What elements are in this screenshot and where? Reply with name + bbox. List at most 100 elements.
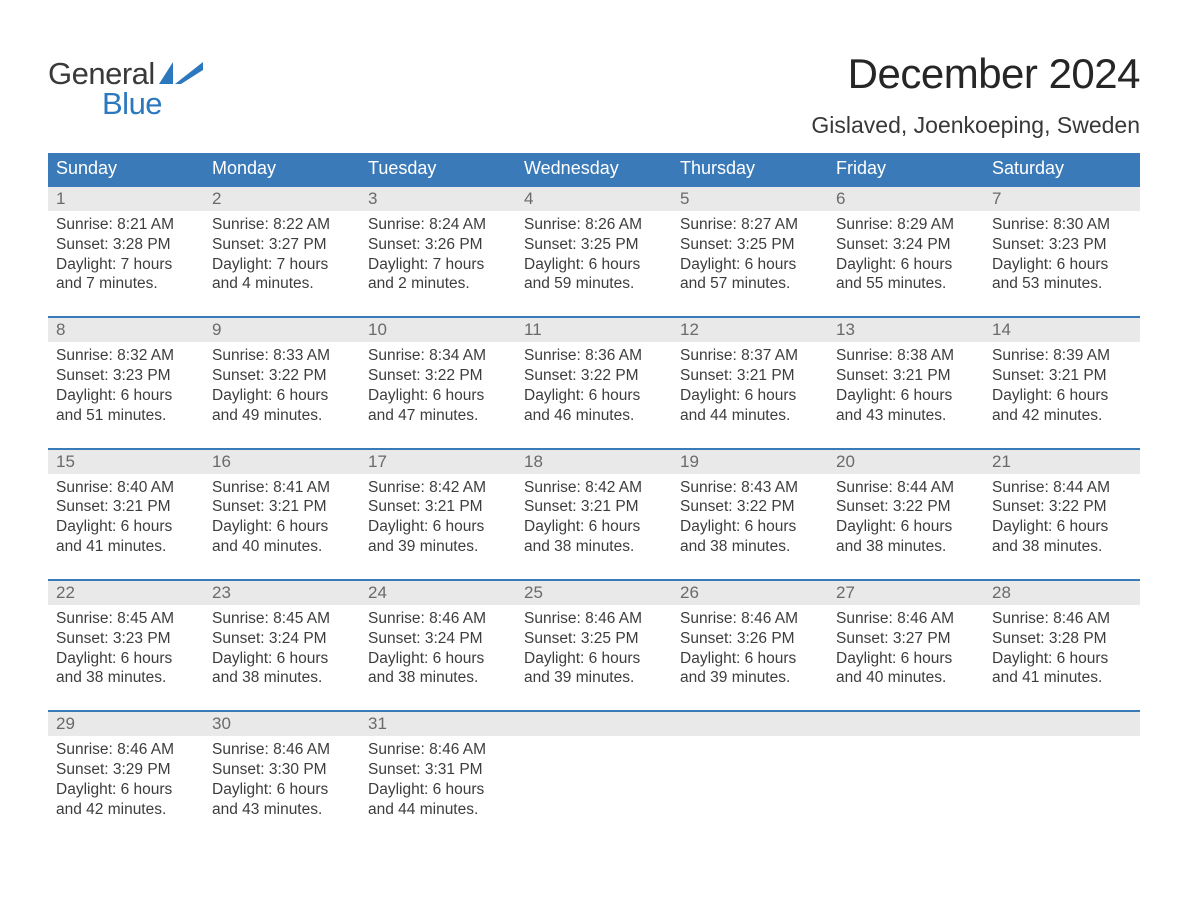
day-sunset: Sunset: 3:22 PM — [368, 366, 508, 386]
day-dl1: Daylight: 6 hours — [992, 649, 1132, 669]
day-cell: Sunrise: 8:30 AMSunset: 3:23 PMDaylight:… — [984, 211, 1140, 296]
day-sunset: Sunset: 3:21 PM — [368, 497, 508, 517]
day-dl2: and 39 minutes. — [368, 537, 508, 557]
day-sunset: Sunset: 3:23 PM — [56, 366, 196, 386]
day-sunset: Sunset: 3:25 PM — [524, 629, 664, 649]
day-dl2: and 46 minutes. — [524, 406, 664, 426]
day-dl1: Daylight: 6 hours — [680, 386, 820, 406]
day-dl2: and 44 minutes. — [368, 800, 508, 820]
day-header: Thursday — [672, 153, 828, 185]
day-sunrise: Sunrise: 8:46 AM — [212, 740, 352, 760]
day-cell: Sunrise: 8:45 AMSunset: 3:23 PMDaylight:… — [48, 605, 204, 690]
day-sunrise: Sunrise: 8:46 AM — [524, 609, 664, 629]
day-cell: Sunrise: 8:27 AMSunset: 3:25 PMDaylight:… — [672, 211, 828, 296]
day-sunrise: Sunrise: 8:26 AM — [524, 215, 664, 235]
daynum-row: 891011121314 — [48, 318, 1140, 342]
day-cell: Sunrise: 8:32 AMSunset: 3:23 PMDaylight:… — [48, 342, 204, 427]
day-dl2: and 38 minutes. — [368, 668, 508, 688]
day-header: Wednesday — [516, 153, 672, 185]
day-cell: Sunrise: 8:46 AMSunset: 3:31 PMDaylight:… — [360, 736, 516, 821]
week-block: 1234567Sunrise: 8:21 AMSunset: 3:28 PMDa… — [48, 185, 1140, 296]
day-header: Saturday — [984, 153, 1140, 185]
day-cell: Sunrise: 8:34 AMSunset: 3:22 PMDaylight:… — [360, 342, 516, 427]
day-header: Tuesday — [360, 153, 516, 185]
day-sunrise: Sunrise: 8:39 AM — [992, 346, 1132, 366]
day-sunrise: Sunrise: 8:46 AM — [992, 609, 1132, 629]
day-sunrise: Sunrise: 8:42 AM — [368, 478, 508, 498]
day-sunrise: Sunrise: 8:43 AM — [680, 478, 820, 498]
day-dl1: Daylight: 6 hours — [212, 517, 352, 537]
day-dl1: Daylight: 6 hours — [212, 649, 352, 669]
day-dl1: Daylight: 6 hours — [992, 517, 1132, 537]
weeks-container: 1234567Sunrise: 8:21 AMSunset: 3:28 PMDa… — [48, 185, 1140, 822]
calendar: Sunday Monday Tuesday Wednesday Thursday… — [48, 153, 1140, 822]
day-cell: Sunrise: 8:42 AMSunset: 3:21 PMDaylight:… — [516, 474, 672, 559]
day-dl1: Daylight: 6 hours — [368, 780, 508, 800]
day-dl1: Daylight: 6 hours — [368, 649, 508, 669]
title-location: Gislaved, Joenkoeping, Sweden — [811, 112, 1140, 139]
day-dl2: and 49 minutes. — [212, 406, 352, 426]
week-body-row: Sunrise: 8:40 AMSunset: 3:21 PMDaylight:… — [48, 474, 1140, 559]
day-dl2: and 59 minutes. — [524, 274, 664, 294]
day-sunrise: Sunrise: 8:46 AM — [56, 740, 196, 760]
day-dl1: Daylight: 6 hours — [836, 649, 976, 669]
day-dl1: Daylight: 6 hours — [680, 649, 820, 669]
day-cell — [828, 736, 984, 821]
day-header: Sunday — [48, 153, 204, 185]
day-dl2: and 51 minutes. — [56, 406, 196, 426]
week-block: 22232425262728Sunrise: 8:45 AMSunset: 3:… — [48, 579, 1140, 690]
week-body-row: Sunrise: 8:46 AMSunset: 3:29 PMDaylight:… — [48, 736, 1140, 821]
day-dl2: and 53 minutes. — [992, 274, 1132, 294]
day-number: 31 — [360, 712, 516, 736]
day-cell — [672, 736, 828, 821]
day-cell: Sunrise: 8:37 AMSunset: 3:21 PMDaylight:… — [672, 342, 828, 427]
day-sunrise: Sunrise: 8:46 AM — [368, 740, 508, 760]
day-cell: Sunrise: 8:46 AMSunset: 3:25 PMDaylight:… — [516, 605, 672, 690]
week-block: 891011121314Sunrise: 8:32 AMSunset: 3:23… — [48, 316, 1140, 427]
daynum-row: 1234567 — [48, 187, 1140, 211]
day-sunset: Sunset: 3:24 PM — [212, 629, 352, 649]
day-cell: Sunrise: 8:41 AMSunset: 3:21 PMDaylight:… — [204, 474, 360, 559]
day-number: 1 — [48, 187, 204, 211]
day-cell: Sunrise: 8:44 AMSunset: 3:22 PMDaylight:… — [984, 474, 1140, 559]
day-dl2: and 38 minutes. — [836, 537, 976, 557]
day-header: Monday — [204, 153, 360, 185]
day-cell: Sunrise: 8:46 AMSunset: 3:30 PMDaylight:… — [204, 736, 360, 821]
day-number: 30 — [204, 712, 360, 736]
day-sunset: Sunset: 3:22 PM — [212, 366, 352, 386]
day-dl1: Daylight: 6 hours — [524, 517, 664, 537]
day-cell: Sunrise: 8:29 AMSunset: 3:24 PMDaylight:… — [828, 211, 984, 296]
day-dl2: and 47 minutes. — [368, 406, 508, 426]
day-sunrise: Sunrise: 8:34 AM — [368, 346, 508, 366]
day-dl1: Daylight: 6 hours — [212, 780, 352, 800]
day-dl2: and 38 minutes. — [992, 537, 1132, 557]
day-sunset: Sunset: 3:25 PM — [680, 235, 820, 255]
day-sunrise: Sunrise: 8:46 AM — [680, 609, 820, 629]
day-cell: Sunrise: 8:46 AMSunset: 3:29 PMDaylight:… — [48, 736, 204, 821]
day-number: 13 — [828, 318, 984, 342]
day-sunrise: Sunrise: 8:33 AM — [212, 346, 352, 366]
day-number: 25 — [516, 581, 672, 605]
day-dl2: and 40 minutes. — [836, 668, 976, 688]
day-cell: Sunrise: 8:38 AMSunset: 3:21 PMDaylight:… — [828, 342, 984, 427]
day-number — [984, 712, 1140, 736]
day-sunset: Sunset: 3:21 PM — [212, 497, 352, 517]
day-number — [516, 712, 672, 736]
day-dl2: and 55 minutes. — [836, 274, 976, 294]
day-dl2: and 39 minutes. — [524, 668, 664, 688]
day-dl2: and 38 minutes. — [524, 537, 664, 557]
day-sunrise: Sunrise: 8:41 AM — [212, 478, 352, 498]
day-number: 23 — [204, 581, 360, 605]
day-dl1: Daylight: 6 hours — [524, 649, 664, 669]
day-sunset: Sunset: 3:30 PM — [212, 760, 352, 780]
day-dl2: and 38 minutes. — [212, 668, 352, 688]
day-sunset: Sunset: 3:21 PM — [836, 366, 976, 386]
day-number: 9 — [204, 318, 360, 342]
day-sunset: Sunset: 3:22 PM — [524, 366, 664, 386]
day-dl2: and 57 minutes. — [680, 274, 820, 294]
day-dl2: and 38 minutes. — [680, 537, 820, 557]
daynum-row: 15161718192021 — [48, 450, 1140, 474]
day-number: 16 — [204, 450, 360, 474]
day-dl1: Daylight: 6 hours — [836, 386, 976, 406]
day-sunrise: Sunrise: 8:21 AM — [56, 215, 196, 235]
